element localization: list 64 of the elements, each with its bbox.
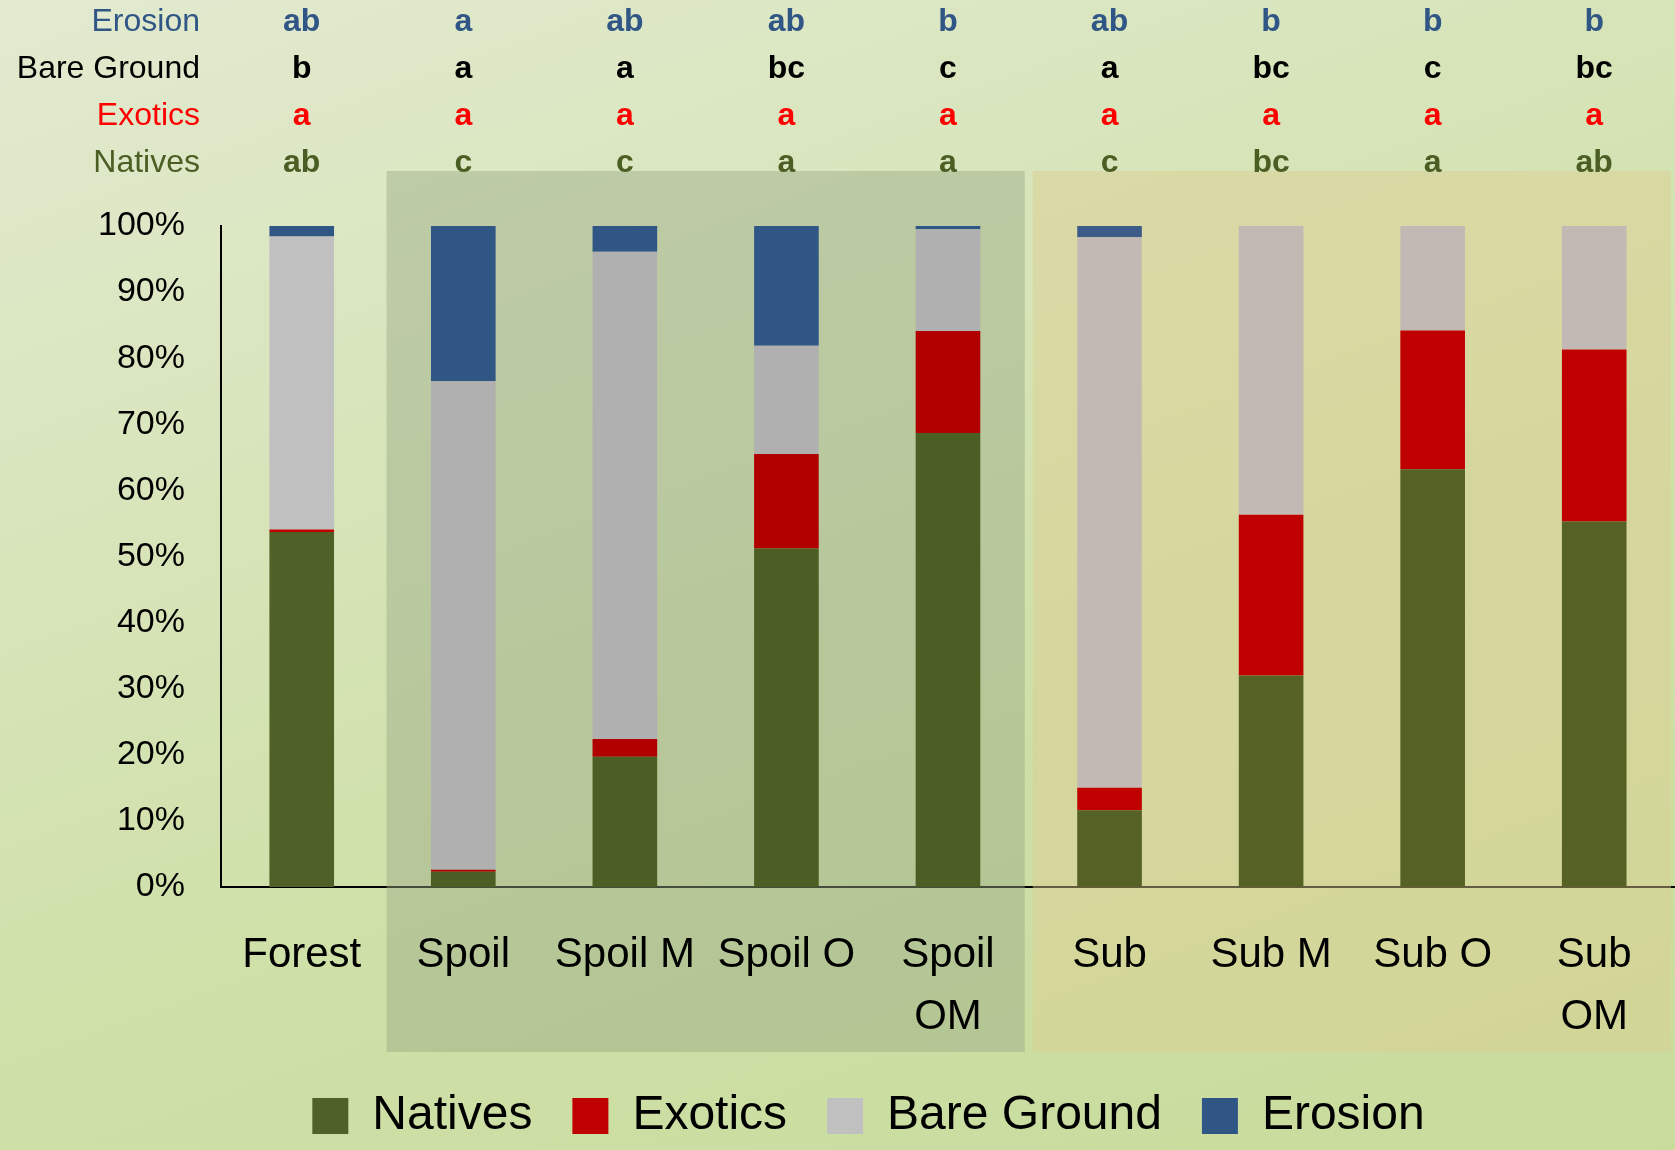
text: a	[1262, 95, 1281, 132]
text: c	[1423, 48, 1442, 85]
text: bc	[1252, 142, 1290, 179]
text: Natives	[93, 142, 200, 179]
legend-label: Bare Ground	[887, 1086, 1162, 1140]
legend-label: Exotics	[632, 1086, 788, 1140]
text: c	[1100, 142, 1119, 179]
y-tick-label: 70%	[116, 402, 185, 441]
y-tick-label: 90%	[116, 270, 185, 309]
text: a	[615, 48, 634, 85]
text: a	[939, 95, 958, 132]
text: a	[1585, 95, 1604, 132]
text: Bare Ground	[16, 48, 200, 85]
x-tick-label: Sub OM	[1556, 928, 1632, 1038]
text: a	[615, 95, 634, 132]
text: b	[938, 1, 958, 38]
y-tick-label: 40%	[116, 600, 185, 639]
text: b	[291, 48, 312, 85]
x-tick-label: Forest	[242, 928, 362, 976]
text: ab	[606, 1, 644, 38]
text: c	[615, 142, 634, 179]
text: bc	[1252, 48, 1290, 85]
x-tick-label: Sub M	[1210, 928, 1332, 976]
text: ab	[283, 142, 321, 179]
y-tick-label: 30%	[116, 667, 185, 706]
x-tick-label: Spoil O	[717, 928, 856, 976]
text: ab	[283, 1, 321, 38]
y-tick-label: 80%	[116, 336, 185, 375]
text: a	[292, 95, 311, 132]
text: a	[1100, 95, 1119, 132]
y-tick-label: 50%	[116, 534, 185, 573]
text: b	[1422, 1, 1443, 38]
text: a	[1423, 142, 1442, 179]
text: a	[777, 95, 796, 132]
text: a	[1100, 48, 1119, 85]
text: ab	[1090, 1, 1129, 38]
x-tick-label: Spoil OM	[901, 928, 995, 1038]
text: a	[454, 1, 473, 38]
x-tick-label: Sub	[1072, 928, 1147, 976]
legend-label: Natives	[372, 1086, 533, 1140]
text: Erosion	[91, 1, 200, 38]
text: a	[777, 142, 796, 179]
text: a	[454, 95, 473, 132]
text: a	[454, 48, 473, 85]
text: ab	[1575, 142, 1613, 179]
text: b	[1261, 1, 1281, 38]
text: bc	[767, 48, 806, 85]
text: Exotics	[96, 95, 200, 132]
x-tick-label: Spoil M	[554, 928, 695, 976]
y-tick-label: 100%	[97, 204, 185, 243]
y-tick-label: 0%	[135, 865, 185, 904]
text: a	[939, 142, 958, 179]
text: c	[939, 48, 957, 85]
legend-label: Erosion	[1261, 1086, 1425, 1140]
text: bc	[1575, 48, 1613, 85]
x-tick-label: Spoil	[416, 928, 510, 976]
text: a	[1423, 95, 1442, 132]
x-tick-label: Sub O	[1373, 928, 1493, 976]
text: b	[1584, 1, 1604, 38]
text: c	[454, 142, 473, 179]
y-tick-label: 10%	[116, 799, 185, 838]
y-tick-label: 60%	[116, 468, 185, 507]
text: ab	[767, 1, 806, 38]
y-tick-label: 20%	[116, 733, 185, 772]
